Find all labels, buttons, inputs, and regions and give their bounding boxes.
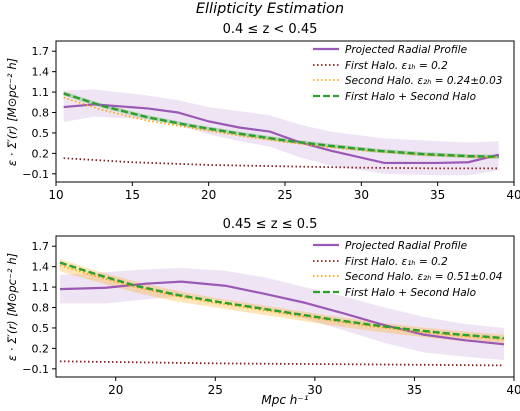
legend-label-profile: Projected Radial Profile [345, 44, 467, 56]
panel-bottom-ylabel: ε · Σ′(r) [M⊙pc⁻² h] [5, 253, 19, 361]
panel-bottom-legend: Projected Radial Profile First Halo. ε₁ₕ… [313, 240, 502, 299]
x-tick-label: 30 [307, 383, 322, 397]
y-tick-label: 0.8 [32, 107, 50, 120]
series-line [59, 360, 505, 367]
series-line [63, 92, 499, 158]
axes-frame [55, 235, 515, 378]
legend-label-first-halo: First Halo. ε₁ₕ = 0.2 [345, 60, 448, 72]
figure-title: Ellipticity Estimation [196, 1, 344, 17]
legend-label-sum: First Halo + Second Halo [345, 287, 476, 299]
y-tick-label: 0.2 [32, 342, 50, 355]
figure-xlabel: Mpc h⁻¹ [261, 393, 308, 407]
y-tick-label: 0.5 [32, 322, 50, 335]
panel-bottom-title: 0.45 ≤ z ≤ 0.5 [223, 217, 318, 232]
plot-area: 10 15 20 25 30 35 40 −0.1 0.2 0.5 0.8 1.1 1.4 1.7 [22, 40, 520, 202]
series-line [63, 103, 499, 165]
plot-content [63, 89, 499, 176]
x-tick-label: 20 [108, 383, 123, 397]
x-tick-label: 40 [506, 188, 520, 202]
plot-content [59, 259, 505, 367]
panel-bottom: 20 25 30 35 40 −0.1 0.2 0.5 0.8 1.1 1.4 1.7 0.45 ≤ … [5, 217, 520, 397]
y-tick-label: −0.1 [22, 168, 49, 181]
x-tick-label: 10 [48, 188, 63, 202]
x-tick-label: 25 [277, 188, 292, 202]
y-tick-label: 0.2 [32, 147, 50, 160]
x-tick-label: 40 [506, 383, 520, 397]
x-tick-label: 35 [407, 383, 422, 397]
y-tick-label: 1.7 [32, 240, 50, 253]
panel-top-legend: Projected Radial Profile First Halo. ε₁ₕ… [313, 44, 502, 103]
legend-label-first-halo: First Halo. ε₁ₕ = 0.2 [345, 256, 448, 268]
error-band [59, 259, 505, 345]
y-tick-label: −0.1 [22, 363, 49, 376]
x-tick-label: 15 [125, 188, 140, 202]
x-tick-label: 20 [201, 188, 216, 202]
y-tick-label: 1.1 [32, 281, 50, 294]
y-tick-label: 0.5 [32, 127, 50, 140]
error-band [59, 268, 505, 360]
series-line [59, 261, 505, 340]
legend-label-sum: First Halo + Second Halo [345, 91, 476, 103]
y-tick-label: 0.8 [32, 302, 50, 315]
y-tick-label: 1.4 [32, 261, 50, 274]
series-line [59, 280, 505, 346]
panel-top-title: 0.4 ≤ z < 0.45 [223, 22, 318, 37]
series-line [59, 264, 505, 341]
panel-top-ylabel: ε · Σ′(r) [M⊙pc⁻² h] [5, 58, 19, 166]
x-tick-label: 30 [354, 188, 369, 202]
legend-label-profile: Projected Radial Profile [345, 240, 467, 252]
plot-area: 20 25 30 35 40 −0.1 0.2 0.5 0.8 1.1 1.4 1.7 [22, 235, 520, 397]
legend-label-second-halo: Second Halo. ε₂ₕ = 0.51±0.04 [345, 271, 502, 283]
legend-label-second-halo: Second Halo. ε₂ₕ = 0.24±0.03 [345, 75, 502, 87]
y-tick-label: 1.7 [32, 45, 50, 58]
y-tick-label: 1.4 [32, 66, 50, 79]
series-line [63, 157, 499, 170]
y-tick-label: 1.1 [32, 86, 50, 99]
panel-top: 10 15 20 25 30 35 40 −0.1 0.2 0.5 0.8 1.1 1.4 1.7 0.4… [5, 22, 520, 202]
x-tick-label: 25 [208, 383, 223, 397]
x-tick-label: 35 [430, 188, 445, 202]
